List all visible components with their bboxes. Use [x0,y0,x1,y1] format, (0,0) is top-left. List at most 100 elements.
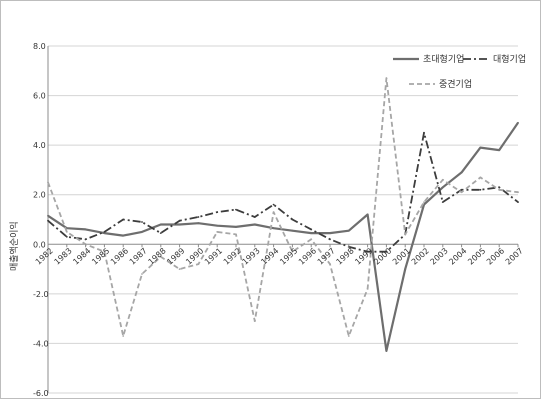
data-point [517,201,519,204]
data-point [159,223,162,226]
data-point [329,238,331,241]
data-point [178,223,181,226]
y-tick-label: -4.0 [33,339,49,348]
data-point [310,228,313,231]
data-point [159,232,162,235]
y-axis-ticks: 8.0 6.0 4.0 2.0 0.0 -2.0 -4.0 -6.0 [33,42,49,398]
data-point [479,176,482,179]
data-point [47,214,49,217]
data-point [122,218,125,221]
data-point [441,186,444,189]
series-lines [47,77,519,352]
data-point [329,263,331,265]
y-tick-label: 2.0 [33,191,46,200]
data-point [347,335,350,337]
grid [47,45,518,394]
data-point [460,171,463,174]
data-point [517,121,519,124]
data-point [423,131,425,134]
x-tick-label: 1993 [241,246,262,266]
data-point [404,268,407,270]
data-point [441,201,444,204]
legend-label: 초대형기업 [423,54,464,65]
data-point [141,221,143,223]
data-point [460,188,463,191]
x-tick-label: 1984 [71,246,92,266]
y-tick-label: 0.0 [33,240,46,249]
data-point [141,273,143,275]
data-point [84,228,87,231]
data-point [385,77,388,80]
data-point [235,233,237,236]
data-point [253,320,256,322]
data-point [498,188,501,191]
data-point [65,231,68,233]
x-tick-label: 2003 [429,246,450,266]
data-point [385,350,388,352]
data-point [197,222,200,225]
x-tick-label: 1989 [165,246,186,266]
y-tick-label: 8.0 [33,42,46,51]
data-point [178,219,181,222]
data-point [65,235,68,238]
data-point [329,232,331,235]
x-tick-label: 1983 [53,246,74,266]
data-point [479,146,482,149]
x-tick-label: 1982 [34,246,55,266]
y-tick-label: 6.0 [33,92,46,101]
data-point [159,255,162,258]
data-point [479,188,482,191]
legend-label: 대형기업 [493,54,526,65]
data-point [197,216,200,218]
data-point [197,263,200,265]
data-point [404,233,407,236]
data-point [385,250,388,253]
data-point [441,178,444,181]
x-tick-label: 2004 [447,246,468,266]
legend-label: 중견기업 [439,78,472,90]
data-point [122,335,125,337]
x-tick-label: 1988 [147,246,168,266]
data-point [216,211,219,214]
data-point [423,201,425,204]
y-tick-label: 4.0 [33,141,46,150]
data-point [272,211,275,214]
series-line [47,77,519,337]
data-point [291,229,294,232]
data-point [517,191,519,194]
data-point [122,234,125,237]
data-point [347,229,350,232]
data-point [310,238,313,241]
x-tick-label: 2006 [485,246,506,266]
data-point [235,226,237,228]
data-point [216,231,219,233]
x-tick-label: 2002 [410,246,431,266]
data-point [103,250,106,253]
data-point [47,181,49,184]
data-point [291,250,294,253]
x-tick-label: 1986 [109,246,130,266]
data-point [366,288,369,290]
data-point [216,224,219,227]
x-tick-label: 1998 [335,246,356,266]
data-point [253,216,256,218]
data-point [460,191,463,194]
data-point [310,232,313,235]
data-point [498,186,501,189]
data-point [272,203,275,206]
data-point [253,223,256,226]
data-point [47,219,49,222]
x-tick-label: 2005 [466,246,487,266]
x-tick-label: 2007 [504,246,525,266]
x-tick-label: 1987 [128,246,149,266]
x-tick-label: 1985 [90,246,111,266]
data-point [141,231,143,233]
y-tick-label: -2.0 [33,290,49,299]
data-point [178,268,181,270]
data-point [498,149,501,152]
data-point [366,213,369,216]
data-point [84,238,87,241]
